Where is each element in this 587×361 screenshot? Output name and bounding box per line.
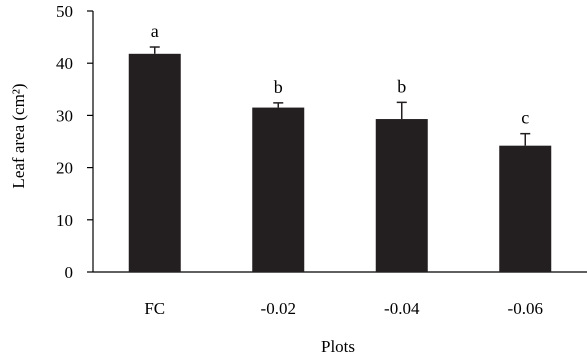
y-tick-label: 10 bbox=[56, 211, 73, 230]
significance-letter: c bbox=[521, 108, 529, 128]
x-tick-label: -0.02 bbox=[261, 299, 296, 318]
plot-area: 0 10 20 30 40 50 a FC b -0.02 b -0.04 c -0.06 bbox=[56, 2, 587, 318]
significance-letter: b bbox=[274, 77, 283, 97]
bar bbox=[252, 107, 305, 272]
x-tick-label: -0.06 bbox=[508, 299, 543, 318]
significance-letter: a bbox=[151, 21, 159, 41]
x-tick-label: FC bbox=[144, 299, 165, 318]
y-tick-label: 30 bbox=[56, 106, 73, 125]
bar bbox=[375, 119, 428, 272]
significance-letter: b bbox=[397, 76, 406, 96]
bar bbox=[499, 145, 552, 272]
bar bbox=[128, 53, 181, 272]
y-tick-label: 0 bbox=[65, 263, 74, 282]
x-tick-label: -0.04 bbox=[384, 299, 420, 318]
y-tick-label: 50 bbox=[56, 2, 73, 21]
y-tick-label: 40 bbox=[56, 54, 73, 73]
x-axis-title: Plots bbox=[321, 337, 355, 356]
y-axis-title: Leaf area (cm²) bbox=[9, 83, 28, 188]
y-tick-label: 20 bbox=[56, 159, 73, 178]
